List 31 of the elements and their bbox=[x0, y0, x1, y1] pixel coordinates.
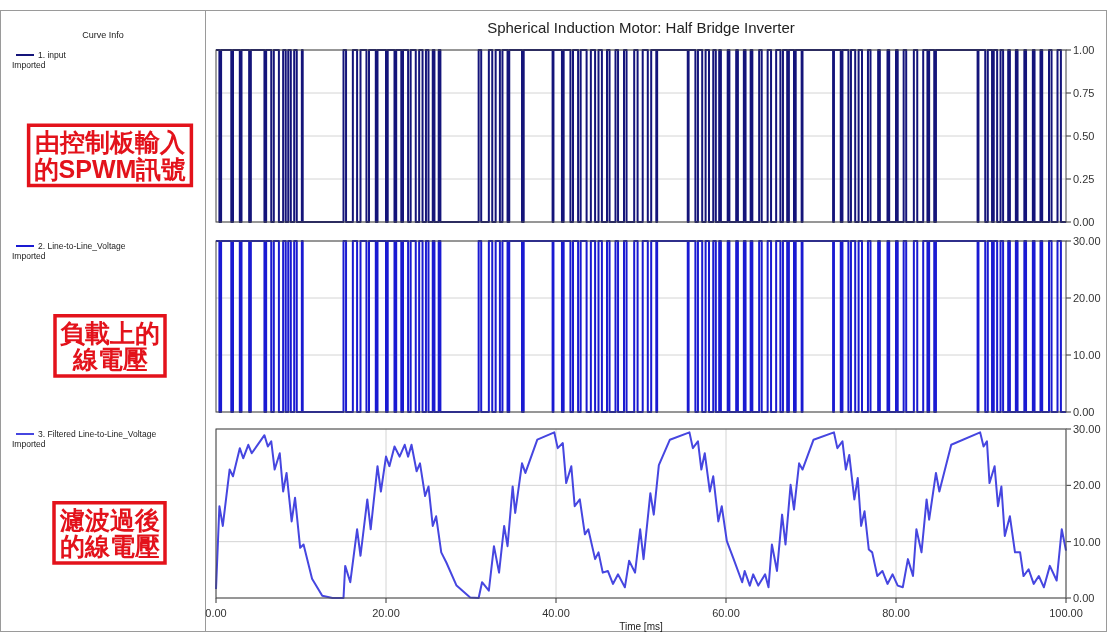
y-tick-label: 0.75 bbox=[1073, 87, 1095, 99]
line-series bbox=[215, 431, 1067, 599]
y-tick-label: 0.00 bbox=[1073, 592, 1095, 604]
legend-label: 1. input Imported bbox=[12, 50, 67, 70]
x-axis-title: Time [ms] bbox=[619, 621, 663, 632]
y-tick-label: 10.00 bbox=[1073, 349, 1101, 361]
y-tick-label: 20.00 bbox=[1073, 479, 1101, 492]
y-tick-label: 0.50 bbox=[1073, 130, 1095, 142]
y-tick-label: 30.00 bbox=[1073, 235, 1101, 247]
x-tick-label: 100.00 bbox=[1049, 607, 1083, 619]
y-tick-label: 0.00 bbox=[1073, 406, 1095, 418]
y-tick-label: 30.00 bbox=[1073, 423, 1101, 435]
x-tick-label: 80.00 bbox=[882, 607, 910, 619]
text: 由控制板輸入 bbox=[35, 128, 186, 157]
text: 的線電壓 bbox=[60, 532, 160, 560]
y-tick-label: 20.00 bbox=[1073, 292, 1101, 304]
y-tick-label: 0.25 bbox=[1073, 173, 1095, 185]
y-tick-label: 10.00 bbox=[1073, 535, 1101, 548]
chart-title: Spherical Induction Motor: Half Bridge Inverter bbox=[487, 19, 795, 36]
x-tick-label: 60.00 bbox=[712, 607, 740, 619]
y-tick-label: 0.00 bbox=[1073, 216, 1095, 228]
text: 線電壓 bbox=[71, 345, 148, 373]
text: 負載上的 bbox=[60, 318, 160, 347]
text: 濾波過後 bbox=[59, 505, 160, 534]
legend-label: 3. Filtered Line-to-Line_Voltage Imported bbox=[12, 429, 157, 449]
x-tick-label: 40.00 bbox=[542, 607, 570, 619]
y-tick-label: 1.00 bbox=[1073, 44, 1095, 56]
legend-title: Curve Info bbox=[82, 30, 124, 40]
x-tick-label: 0.00 bbox=[205, 607, 227, 619]
x-tick-label: 20.00 bbox=[372, 607, 400, 619]
legend-label: 2. Line-to-Line_Voltage Imported bbox=[12, 241, 126, 261]
